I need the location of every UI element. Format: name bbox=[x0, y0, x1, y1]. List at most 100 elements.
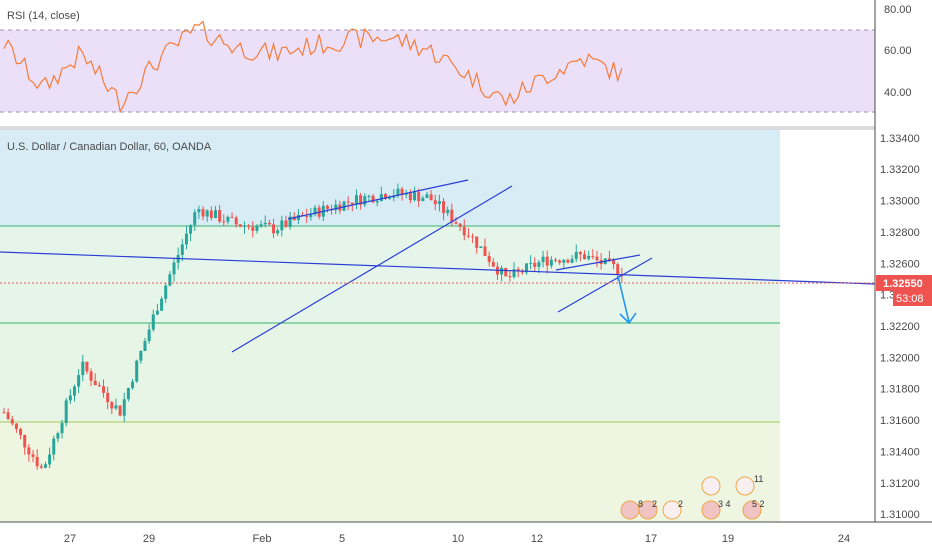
candle-body bbox=[19, 428, 23, 436]
candle-body bbox=[267, 222, 271, 225]
date-tick-label: 10 bbox=[452, 533, 464, 545]
price-tick-label: 1.32200 bbox=[880, 321, 920, 333]
candle-body bbox=[81, 361, 85, 376]
event-badge-count: 3 4 bbox=[718, 499, 731, 509]
horizontal-trendline[interactable] bbox=[0, 251, 876, 285]
price-tick-label: 1.31400 bbox=[880, 446, 920, 458]
candle-body bbox=[529, 262, 533, 264]
price-tick-label: 1.31800 bbox=[880, 384, 920, 396]
candle-body bbox=[483, 246, 487, 256]
candle-body bbox=[408, 193, 412, 201]
price-tick-label: 1.32000 bbox=[880, 352, 920, 364]
candle-body bbox=[31, 454, 35, 457]
candle-body bbox=[284, 220, 288, 227]
rising-channel-upper-line[interactable] bbox=[287, 179, 469, 220]
rsi-tick-40: 40.00 bbox=[884, 87, 912, 99]
rsi-band bbox=[0, 30, 875, 112]
rsi-title: RSI (14, close) bbox=[7, 10, 80, 22]
candle-body bbox=[102, 386, 106, 393]
candle-body bbox=[243, 225, 247, 227]
candle-body bbox=[363, 196, 367, 205]
candle-body bbox=[247, 225, 251, 227]
candle-body bbox=[595, 256, 599, 261]
candle-body bbox=[97, 385, 101, 387]
wedge-upper-line[interactable] bbox=[555, 254, 641, 271]
candle-body bbox=[151, 314, 155, 330]
candle-body bbox=[383, 194, 387, 199]
candle-body bbox=[479, 246, 483, 248]
price-tick-label: 1.33400 bbox=[880, 133, 920, 145]
candle-body bbox=[68, 395, 72, 401]
rsi-axis: 80.00 60.00 40.00 bbox=[884, 4, 912, 99]
candle-body bbox=[292, 216, 296, 220]
candle-body bbox=[342, 201, 346, 211]
candle-body bbox=[85, 361, 89, 372]
fib-zone-low bbox=[0, 322, 780, 422]
candle-body bbox=[371, 195, 375, 203]
candle-body bbox=[168, 274, 172, 286]
candle-body bbox=[570, 258, 574, 263]
candle-body bbox=[413, 192, 417, 201]
candle-body bbox=[189, 224, 193, 234]
candle-body bbox=[164, 285, 168, 299]
last-price-badge: 1.32550 bbox=[876, 275, 932, 291]
candle-body bbox=[462, 226, 466, 236]
candle-body bbox=[238, 224, 242, 227]
candle-body bbox=[359, 195, 363, 205]
candle-body bbox=[334, 204, 338, 211]
candle-body bbox=[591, 255, 595, 257]
candle-body bbox=[578, 252, 582, 255]
candle-body bbox=[114, 405, 118, 409]
candle-body bbox=[110, 402, 114, 409]
candle-body bbox=[106, 392, 110, 403]
candle-body bbox=[504, 267, 508, 277]
candle-body bbox=[607, 258, 611, 261]
candle-body bbox=[89, 371, 93, 381]
date-tick-label: 5 bbox=[339, 533, 345, 545]
date-tick-label: 12 bbox=[531, 533, 543, 545]
candle-body bbox=[222, 221, 226, 223]
candle-body bbox=[433, 200, 437, 205]
candle-body bbox=[450, 209, 454, 223]
candle-body bbox=[77, 375, 81, 387]
candle-body bbox=[442, 201, 446, 214]
candle-body bbox=[35, 456, 39, 467]
candle-body bbox=[491, 261, 495, 267]
date-tick-label: Feb bbox=[253, 533, 272, 545]
rsi-tick-60: 60.00 bbox=[884, 45, 912, 57]
down-projection-arrow[interactable] bbox=[617, 275, 637, 325]
countdown-badge: 53:08 bbox=[893, 291, 932, 306]
candle-body bbox=[139, 351, 143, 361]
candle-body bbox=[437, 201, 441, 205]
candle-body bbox=[280, 220, 284, 231]
countdown-label: 53:08 bbox=[896, 293, 924, 305]
candle-body bbox=[276, 230, 280, 234]
event-badges[interactable]: 8 2 2 3 4 5 2 11 bbox=[620, 474, 765, 520]
candle-body bbox=[143, 341, 147, 352]
candle-body bbox=[354, 195, 358, 205]
candle-body bbox=[118, 405, 122, 416]
candle-body bbox=[533, 262, 537, 267]
candle-body bbox=[10, 419, 14, 424]
candle-body bbox=[396, 188, 400, 196]
candle-body bbox=[56, 433, 60, 439]
candle-body bbox=[388, 197, 392, 199]
candle-body bbox=[587, 255, 591, 260]
date-tick-label: 24 bbox=[838, 533, 850, 545]
candle-body bbox=[500, 267, 504, 275]
candle-body bbox=[537, 262, 541, 267]
last-price-label: 1.32550 bbox=[883, 278, 923, 290]
candle-body bbox=[193, 212, 197, 225]
candle-body bbox=[379, 194, 383, 201]
candle-body bbox=[400, 188, 404, 195]
fib-zone-top bbox=[0, 130, 780, 226]
candle-body bbox=[126, 388, 130, 400]
candle-body bbox=[234, 217, 238, 225]
candle-body bbox=[23, 435, 27, 448]
wedge-lower-line[interactable] bbox=[557, 257, 653, 313]
candle-body bbox=[446, 209, 450, 214]
rising-channel-lower-line[interactable] bbox=[231, 185, 513, 353]
candle-body bbox=[147, 329, 151, 342]
candle-body bbox=[213, 210, 217, 218]
candle-body bbox=[309, 214, 313, 218]
